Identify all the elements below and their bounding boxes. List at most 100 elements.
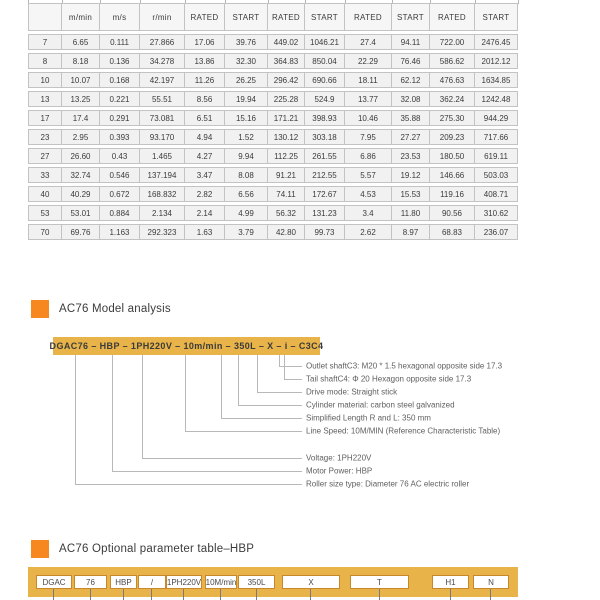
table-cell: 1242.48	[475, 91, 518, 107]
table-cell: 4.94	[185, 129, 225, 145]
table-cell: 690.66	[305, 72, 345, 88]
table-cell: 1.52	[225, 129, 268, 145]
table-header-cell: r/min	[140, 3, 185, 31]
table-cell: 19.94	[225, 91, 268, 107]
table-cell: 2.62	[345, 224, 392, 240]
connector-vertical-line	[257, 355, 258, 392]
table-cell: 0.136	[100, 53, 140, 69]
parameter-box: 10M/min	[205, 575, 237, 589]
table-cell: 42.197	[140, 72, 185, 88]
connector-vertical-line	[112, 355, 113, 471]
speed-table-wrap: m/min m/s r/min RATED START RATED START RATED ST…	[28, 0, 518, 243]
table-cell: 6.65	[62, 34, 100, 50]
table-row: 70 69.76 1.163 292.323 1.63 3.79 42.80 99.73 2.6…	[28, 224, 518, 240]
model-analysis-heading: AC76 Model analysis	[31, 300, 171, 318]
table-cell: 11.80	[392, 205, 430, 221]
connector-horizontal-line	[257, 392, 302, 393]
table-cell: 9.94	[225, 148, 268, 164]
parameter-connector-tick	[449, 589, 451, 600]
table-cell: 172.67	[305, 186, 345, 202]
connector-horizontal-line	[238, 405, 302, 406]
table-row: 23 2.95 0.393 93.170 4.94 1.52 130.12 303.18 7.9…	[28, 129, 518, 145]
table-row: 13 13.25 0.221 55.51 8.56 19.94 225.28 524.9 13.…	[28, 91, 518, 107]
column-line-stub	[475, 0, 476, 4]
table-row: 53 53.01 0.884 2.134 2.14 4.99 56.32 131.23 3.4 1…	[28, 205, 518, 221]
table-cell: 2.95	[62, 129, 100, 145]
table-cell: 310.62	[475, 205, 518, 221]
table-cell: 6.86	[345, 148, 392, 164]
model-code-text: DGAC76 – HBP – 1PH220V – 10m/min – 350L …	[49, 341, 324, 351]
callout-label: Roller size type: Diameter 76 AC electri…	[306, 479, 470, 489]
table-cell: 449.02	[268, 34, 305, 50]
table-cell: 93.170	[140, 129, 185, 145]
table-cell: 42.80	[268, 224, 305, 240]
table-cell: 15.16	[225, 110, 268, 126]
table-cell: 32.74	[62, 167, 100, 183]
parameter-connector-tick	[53, 589, 54, 600]
speed-spec-table: m/min m/s r/min RATED START RATED START RATED ST…	[28, 0, 518, 243]
table-cell: 17	[28, 110, 62, 126]
column-line-stub	[225, 0, 226, 4]
table-cell: 1.465	[140, 148, 185, 164]
column-line-stub	[430, 0, 431, 4]
table-cell: 27.27	[392, 129, 430, 145]
table-cell: 4.27	[185, 148, 225, 164]
table-cell: 0.111	[100, 34, 140, 50]
table-cell: 408.71	[475, 186, 518, 202]
connector-horizontal-line	[75, 484, 302, 485]
table-cell: 209.23	[430, 129, 475, 145]
table-cell: 19.12	[392, 167, 430, 183]
connector-horizontal-line	[221, 418, 302, 419]
table-cell: 6.56	[225, 186, 268, 202]
table-cell: 2.14	[185, 205, 225, 221]
table-cell: 236.07	[475, 224, 518, 240]
column-line-stub	[268, 0, 269, 4]
callout-label: Tail shaftC4: Φ 20 Hexagon opposite side…	[306, 374, 472, 384]
column-line-stub	[185, 0, 186, 4]
parameter-box: /	[138, 575, 166, 589]
table-row: 33 32.74 0.546 137.194 3.47 8.08 91.21 212.55 5.…	[28, 167, 518, 183]
table-row: 17 17.4 0.291 73.081 6.51 15.16 171.21 398.93 10…	[28, 110, 518, 126]
table-cell: 55.51	[140, 91, 185, 107]
table-header-cell	[28, 3, 62, 31]
table-cell: 17.4	[62, 110, 100, 126]
table-cell: 91.21	[268, 167, 305, 183]
table-cell: 33	[28, 167, 62, 183]
table-cell: 62.12	[392, 72, 430, 88]
connector-horizontal-line	[142, 458, 302, 459]
table-cell: 717.66	[475, 129, 518, 145]
table-cell: 6.51	[185, 110, 225, 126]
column-line-stub	[62, 0, 63, 4]
table-cell: 119.16	[430, 186, 475, 202]
column-line-stub	[392, 0, 393, 4]
connector-vertical-line	[221, 355, 222, 418]
table-cell: 23	[28, 129, 62, 145]
callout-label: Line Speed: 10M/MIN (Reference Character…	[306, 426, 501, 436]
table-cell: 4.99	[225, 205, 268, 221]
table-cell: 2012.12	[475, 53, 518, 69]
table-cell: 7.95	[345, 129, 392, 145]
table-cell: 76.46	[392, 53, 430, 69]
table-cell: 296.42	[268, 72, 305, 88]
table-cell: 13.25	[62, 91, 100, 107]
connector-horizontal-line	[279, 366, 302, 367]
table-row: 40 40.29 0.672 168.832 2.82 6.56 74.11 172.67 4.…	[28, 186, 518, 202]
column-line-stub	[140, 0, 141, 4]
table-header-cell: RATED	[268, 3, 305, 31]
table-cell: 0.221	[100, 91, 140, 107]
table-cell: 524.9	[305, 91, 345, 107]
parameter-box: T	[350, 575, 409, 589]
table-cell: 53	[28, 205, 62, 221]
table-cell: 10.46	[345, 110, 392, 126]
table-cell: 13.86	[185, 53, 225, 69]
table-cell: 74.11	[268, 186, 305, 202]
table-cell: 944.29	[475, 110, 518, 126]
callout-label: Motor Power: HBP	[306, 466, 373, 476]
table-cell: 8.97	[392, 224, 430, 240]
column-line-stub	[305, 0, 306, 4]
parameter-box: N	[473, 575, 509, 589]
table-cell: 212.55	[305, 167, 345, 183]
table-cell: 27.4	[345, 34, 392, 50]
table-cell: 398.93	[305, 110, 345, 126]
model-analysis-title: AC76 Model analysis	[59, 303, 171, 315]
